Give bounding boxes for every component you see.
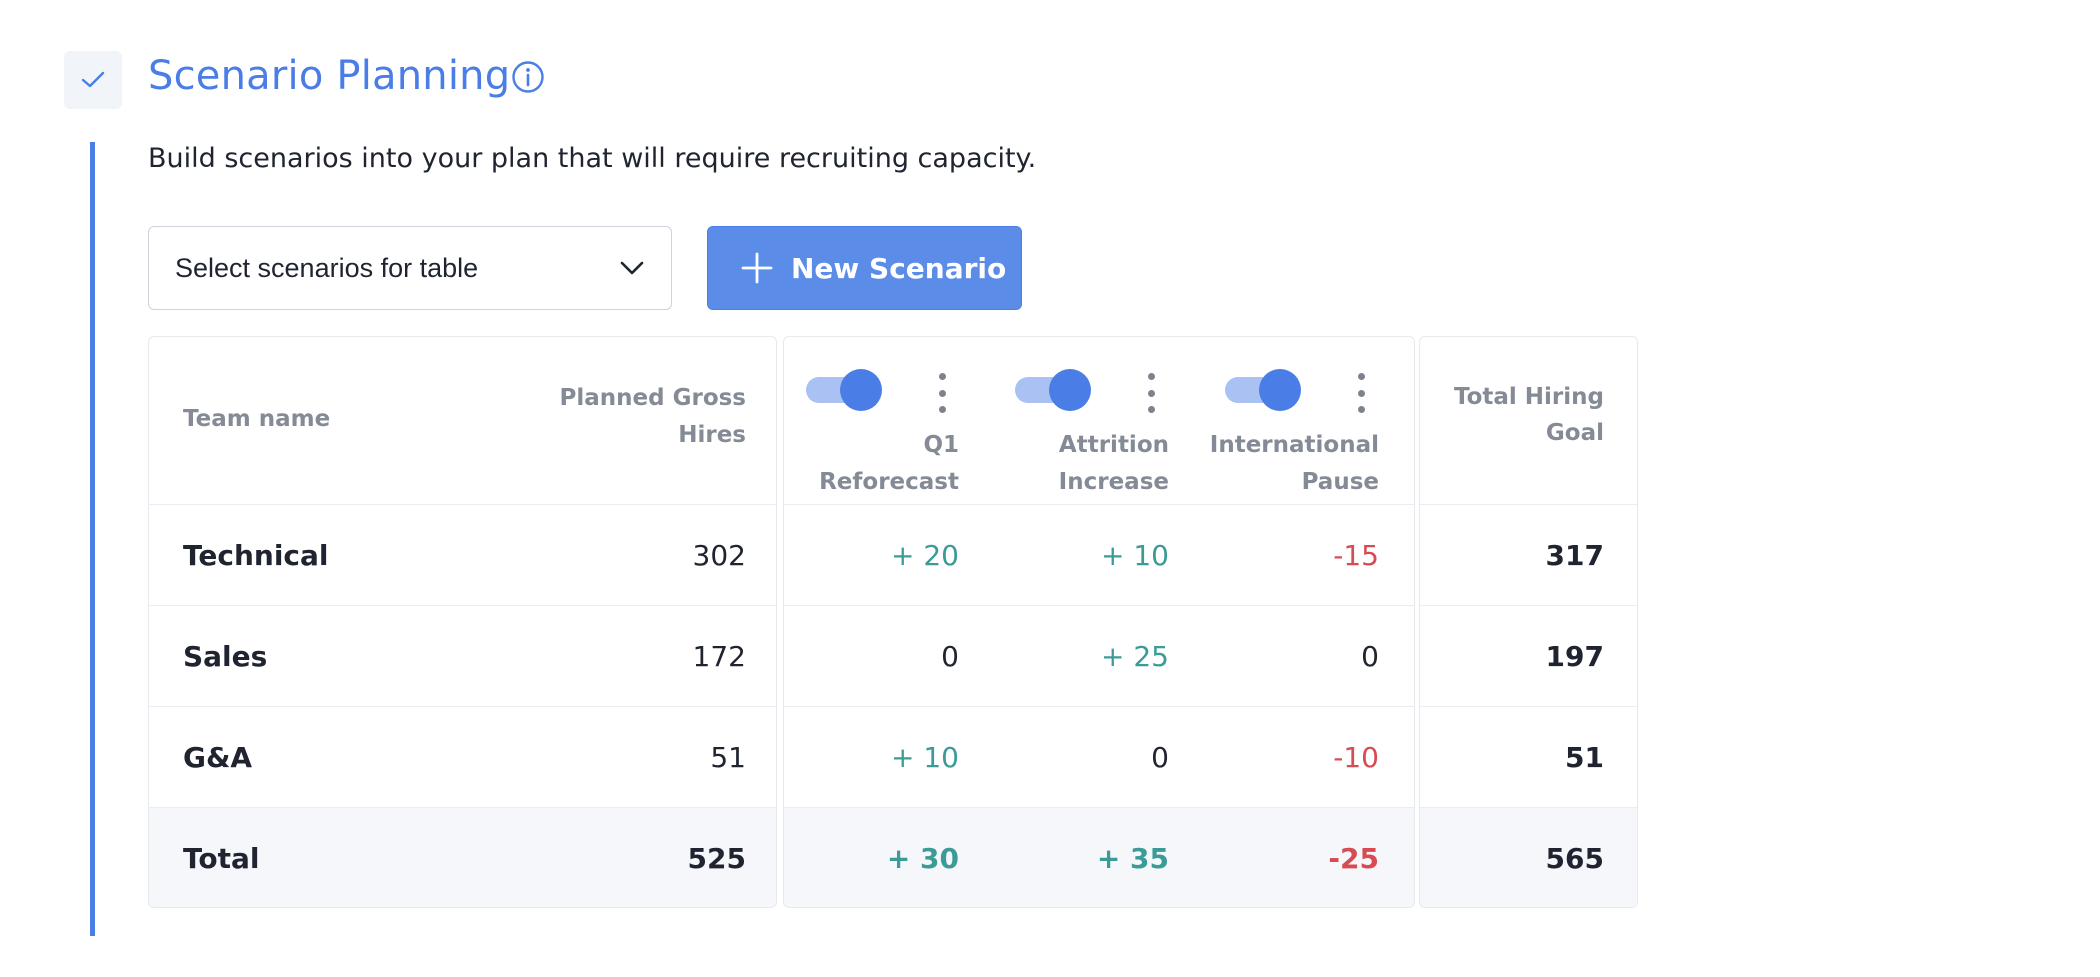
- header-scenario-international-pause: International Pause: [1210, 427, 1379, 502]
- scenario-toggle-attrition-increase[interactable]: [1015, 369, 1093, 413]
- total-row: 565: [1420, 808, 1637, 907]
- table-row: + 20 + 10 -15: [784, 505, 1414, 606]
- scenario-delta-cell: + 25: [1101, 639, 1169, 673]
- total-planned-cell: 525: [687, 842, 746, 875]
- check-icon: [81, 71, 105, 88]
- total-scenario-delta-cell: + 30: [886, 842, 959, 875]
- table-row: 51: [1420, 707, 1637, 808]
- total-hiring-goal-panel: Total Hiring Goal 317 197 51 565: [1419, 336, 1638, 908]
- planned-hires-cell: 302: [692, 538, 746, 572]
- table-row: + 10 0 -10: [784, 707, 1414, 808]
- kebab-menu-icon[interactable]: [934, 373, 950, 413]
- chevron-down-icon: [620, 261, 644, 275]
- scenario-delta-cell: 0: [1151, 740, 1169, 774]
- scenario-name-line2: Pause: [1301, 469, 1379, 496]
- scenario-delta-cell: + 10: [891, 740, 959, 774]
- kebab-menu-icon[interactable]: [1353, 373, 1369, 413]
- scenario-toggle-international-pause[interactable]: [1225, 369, 1303, 413]
- header-planned-gross-hires: Planned Gross Hires: [560, 380, 746, 455]
- toggle-knob: [840, 369, 882, 411]
- new-scenario-button[interactable]: New Scenario: [707, 226, 1022, 310]
- new-scenario-label: New Scenario: [791, 251, 1007, 285]
- scenario-select-dropdown[interactable]: Select scenarios for table: [148, 226, 672, 310]
- total-scenario-delta-cell: + 35: [1096, 842, 1169, 875]
- table-row: 0 + 25 0: [784, 606, 1414, 707]
- table-row: Sales 172: [149, 606, 776, 707]
- scenario-delta-cell: + 20: [891, 538, 959, 572]
- table-row: 197: [1420, 606, 1637, 707]
- total-row: + 30 + 35 -25: [784, 808, 1414, 907]
- section-complete-checkbox[interactable]: [64, 51, 122, 109]
- team-name-cell: Sales: [183, 639, 268, 673]
- header-planned-line2: Hires: [678, 422, 746, 449]
- total-hiring-goal-cell: 317: [1545, 538, 1604, 572]
- total-scenario-delta-cell: -25: [1328, 842, 1379, 875]
- scenario-delta-cell: 0: [1361, 639, 1379, 673]
- page-title: Scenario Planning: [148, 53, 511, 99]
- header-scenario-attrition-increase: Attrition Increase: [1059, 427, 1169, 502]
- kebab-menu-icon[interactable]: [1143, 373, 1159, 413]
- total-label: Total: [183, 842, 260, 875]
- grand-total-cell: 565: [1545, 842, 1604, 875]
- scenarios-panel: Q1 Reforecast Attrition Increase Interna…: [783, 336, 1415, 908]
- section-description: Build scenarios into your plan that will…: [148, 143, 1037, 174]
- plus-icon: [741, 252, 773, 284]
- total-row: Total 525: [149, 808, 776, 907]
- team-name-cell: Technical: [183, 538, 329, 572]
- header-total-hiring-goal: Total Hiring Goal: [1454, 380, 1604, 451]
- planned-hires-cell: 51: [710, 740, 746, 774]
- scenario-name-line1: Attrition: [1058, 432, 1169, 458]
- table-row: Technical 302: [149, 505, 776, 606]
- scenario-toggle-q1-reforecast[interactable]: [806, 369, 884, 413]
- toggle-knob: [1049, 369, 1091, 411]
- planned-hires-panel: Team name Planned Gross Hires Technical …: [148, 336, 777, 908]
- info-icon[interactable]: [511, 60, 545, 94]
- scenario-select-label: Select scenarios for table: [175, 252, 479, 283]
- scenario-name-line2: Reforecast: [819, 469, 959, 496]
- table-header: Total Hiring Goal: [1420, 337, 1637, 505]
- scenario-delta-cell: + 10: [1101, 538, 1169, 572]
- table-row: G&A 51: [149, 707, 776, 808]
- scenario-delta-cell: -15: [1333, 538, 1379, 572]
- header-planned-line1: Planned Gross: [559, 385, 746, 411]
- scenario-delta-cell: 0: [941, 639, 959, 673]
- scenario-name-line1: Q1: [923, 432, 959, 458]
- header-total-line2: Goal: [1545, 419, 1604, 446]
- total-hiring-goal-cell: 51: [1565, 740, 1604, 774]
- planned-hires-cell: 172: [692, 639, 746, 673]
- header-total-line1: Total Hiring: [1453, 384, 1604, 410]
- scenario-name-line2: Increase: [1058, 469, 1169, 496]
- header-scenario-q1-reforecast: Q1 Reforecast: [819, 427, 959, 502]
- team-name-cell: G&A: [183, 740, 253, 774]
- section-accent-bar: [90, 142, 95, 936]
- header-team-name: Team name: [183, 406, 331, 432]
- scenario-header: Q1 Reforecast Attrition Increase Interna…: [784, 337, 1414, 505]
- scenario-name-line1: International: [1209, 432, 1379, 458]
- scenario-delta-cell: -10: [1333, 740, 1379, 774]
- total-hiring-goal-cell: 197: [1545, 639, 1604, 673]
- table-row: 317: [1420, 505, 1637, 606]
- table-header: Team name Planned Gross Hires: [149, 337, 776, 505]
- toggle-knob: [1259, 369, 1301, 411]
